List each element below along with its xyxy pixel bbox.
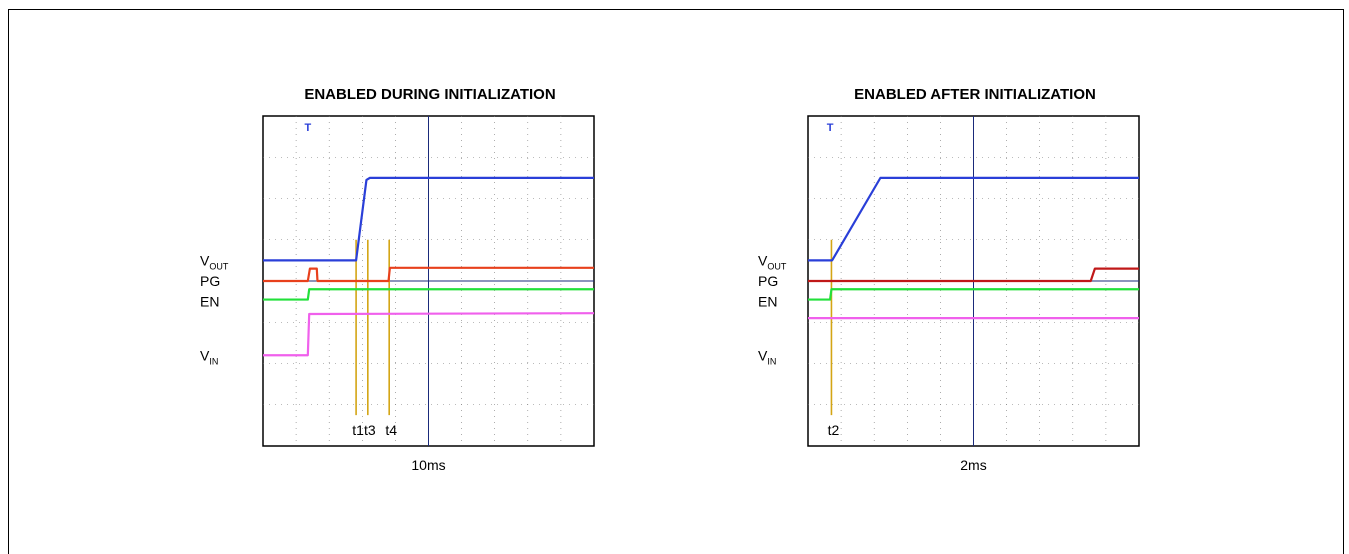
figure-frame	[8, 9, 1344, 554]
channel-label-sub: OUT	[209, 261, 229, 271]
scope-plot-1: ENABLED DURING INITIALIZATION Tt1 t3 t4 VOUT…	[200, 86, 595, 473]
chart-title: ENABLED DURING INITIALIZATION	[304, 86, 555, 103]
channel-label-en: EN	[200, 294, 219, 310]
channel-label-pg: PG	[758, 273, 778, 289]
timing-marker-label: t3	[364, 422, 376, 438]
trace-en	[263, 288, 594, 301]
timing-marker-label: t4	[385, 422, 397, 438]
channel-label-sub: OUT	[767, 261, 787, 271]
channel-label-en: EN	[758, 294, 777, 310]
trigger-marker-icon: T	[304, 122, 311, 134]
trace-vout	[263, 176, 594, 262]
chart-title: ENABLED AFTER INITIALIZATION	[854, 86, 1096, 103]
timing-marker-label: t2	[828, 422, 840, 438]
x-scale-label: 2ms	[960, 457, 986, 473]
scope-plot-2: ENABLED AFTER INITIALIZATION Tt2 VOUT PG EN V…	[758, 86, 1140, 473]
trace-pg	[263, 266, 594, 283]
channel-label-pg: PG	[200, 273, 220, 289]
trace-vin	[263, 312, 595, 357]
trace-pg	[808, 267, 1139, 283]
channel-label-sub: IN	[209, 356, 218, 366]
trace-en	[808, 288, 1139, 301]
channel-label-vin: VIN	[758, 347, 776, 366]
x-scale-label: 10ms	[411, 457, 445, 473]
channel-label-vout: VOUT	[200, 252, 229, 271]
channel-label-vout: VOUT	[758, 252, 787, 271]
trace-vout	[808, 176, 1139, 262]
timing-marker-label: t1	[352, 422, 364, 438]
channel-label-sub: IN	[767, 356, 776, 366]
channel-label-vin: VIN	[200, 347, 218, 366]
trigger-marker-icon: T	[827, 122, 834, 134]
